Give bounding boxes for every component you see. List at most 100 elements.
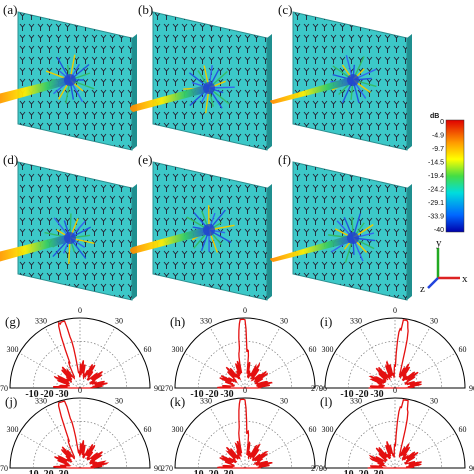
polar-radial-label: -10	[340, 469, 353, 474]
lobe-core	[347, 74, 359, 86]
plate-side	[267, 184, 272, 300]
panel-label: (d)	[3, 152, 18, 167]
polar-spoke	[184, 352, 246, 389]
panel-label: (l)	[320, 394, 332, 409]
panel-label: (h)	[170, 314, 185, 329]
polar-frame	[9, 317, 151, 389]
panel-label: (g)	[5, 314, 20, 329]
polar-spoke	[334, 432, 396, 469]
colorbar-tick-label: -14.5	[428, 160, 444, 167]
polar-radial-label: -10	[340, 389, 353, 400]
polar-angle-label: 330	[350, 396, 362, 405]
radiation-pattern	[367, 399, 422, 469]
panel-label: (f)	[278, 152, 291, 167]
polar-angle-label: 60	[309, 425, 317, 434]
antenna-panel: (f)	[270, 152, 412, 301]
colorbar-tick-label: -29.1	[428, 200, 444, 207]
colorbar: dB	[430, 113, 465, 233]
polar-angle-label: 300	[171, 425, 183, 434]
polar-spoke	[244, 432, 306, 469]
polar-angle-label: 60	[144, 425, 152, 434]
polar-radial-label: -20	[40, 469, 53, 474]
radiation-pattern	[368, 319, 422, 389]
polar-angle-label: 90	[319, 384, 327, 393]
polar-radial-label: -20	[40, 389, 53, 400]
plate-side	[407, 184, 412, 300]
polar-angle-label: 0	[393, 386, 397, 395]
polar-angle-label: 30	[430, 396, 438, 405]
polar-angle-label: 90	[154, 464, 162, 473]
polar-angle-label: 60	[309, 345, 317, 354]
antenna-panel: (e)	[130, 152, 272, 301]
main-lobe	[270, 234, 353, 262]
colorbar-tick-label: -33.9	[428, 214, 444, 221]
polar-angle-label: 300	[321, 345, 333, 354]
panel-label: (e)	[138, 152, 152, 167]
polar-radial-label: -20	[205, 469, 218, 474]
polar-angle-label: 60	[459, 425, 467, 434]
colorbar-tick-label: 0	[440, 119, 444, 126]
antenna-panel: (b)	[130, 2, 272, 151]
polar-radial-label: -10	[25, 389, 38, 400]
polar-angle-label: 330	[200, 316, 212, 325]
radiation-pattern	[53, 320, 108, 389]
polar-angle-label: 90	[469, 384, 474, 393]
main-lobe	[270, 76, 353, 104]
colorbar-bar	[445, 119, 465, 233]
polar-angle-label: 30	[115, 396, 123, 405]
panel-label: (i)	[320, 314, 332, 329]
polar-angle-label: 60	[144, 345, 152, 354]
polar-angle-label: 30	[115, 316, 123, 325]
polar-spoke	[19, 352, 81, 389]
panel-label: (c)	[278, 2, 292, 17]
polar-grid	[221, 444, 269, 469]
polar-spoke	[19, 432, 81, 469]
colorbar-unit: dB	[430, 113, 439, 120]
radiation-pattern	[217, 398, 273, 469]
lobe-core	[64, 232, 76, 244]
polar-angle-label: 330	[350, 316, 362, 325]
polar-angle-label: 330	[200, 396, 212, 405]
polar-angle-label: 90	[154, 384, 162, 393]
polar-radial-label: -20	[205, 389, 218, 400]
main-lobe	[130, 84, 209, 112]
polar-spoke	[244, 352, 306, 389]
polar-angle-label: 270	[311, 464, 323, 473]
polar-angle-label: 300	[171, 345, 183, 354]
panel-label: (j)	[5, 394, 17, 409]
polar-angle-label: 0	[78, 386, 82, 395]
antenna-panel: (a)	[0, 2, 137, 151]
polar-frame	[9, 397, 151, 469]
plate-side	[267, 34, 272, 150]
polar-radial-label: -20	[355, 469, 368, 474]
axis-x-label: x	[462, 273, 468, 285]
polar-panel: 0 30 60 90 270 300 330 -10-20-30 (g)	[0, 306, 162, 400]
plate-side	[132, 34, 137, 150]
polar-angle-label: 30	[280, 316, 288, 325]
polar-angle-label: 330	[35, 396, 47, 405]
colorbar-tick-label: -4.9	[432, 133, 444, 140]
polar-spoke	[394, 432, 456, 469]
polar-angle-label: 300	[321, 425, 333, 434]
plate-elements	[18, 162, 132, 300]
main-lobe	[0, 234, 70, 262]
polar-angle-label: 0	[243, 306, 247, 315]
main-lobe	[130, 226, 209, 254]
polar-spoke	[394, 352, 456, 389]
plate-side	[407, 34, 412, 150]
antenna-panel: (d)	[0, 152, 137, 301]
polar-radial-label: -10	[190, 389, 203, 400]
panel-label: (b)	[138, 2, 153, 17]
polar-radial-label: -10	[25, 469, 38, 474]
axis-z-label: z	[420, 283, 425, 295]
polar-angle-label: 30	[430, 316, 438, 325]
polar-grid	[221, 364, 269, 389]
polar-spoke	[79, 407, 116, 469]
colorbar-tick-label: -19.4	[428, 173, 444, 180]
polar-radial-label: -30	[370, 389, 383, 400]
polar-spoke	[244, 327, 281, 389]
polar-spoke	[79, 327, 116, 389]
polar-angle-label: 30	[280, 396, 288, 405]
